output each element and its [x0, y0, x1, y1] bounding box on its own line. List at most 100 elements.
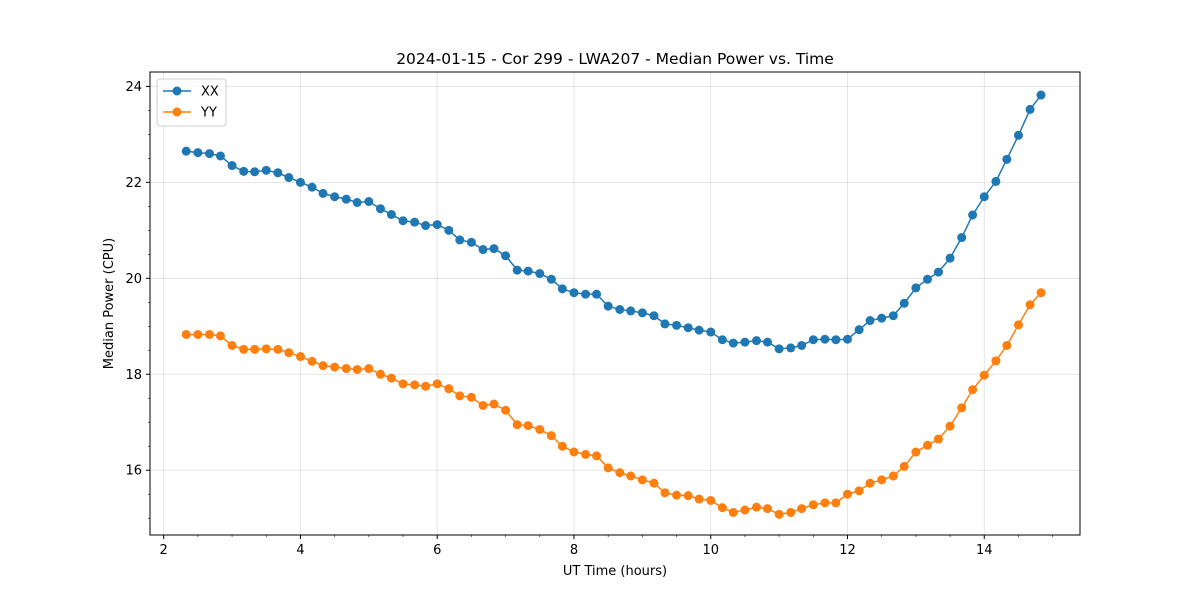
data-point-yy — [991, 356, 1001, 366]
data-point-yy — [1025, 300, 1035, 310]
data-point-xx — [831, 335, 841, 345]
data-point-yy — [421, 381, 431, 391]
data-point-yy — [945, 421, 955, 431]
legend-marker-xx — [172, 86, 182, 96]
data-point-xx — [466, 237, 476, 247]
data-point-yy — [592, 451, 602, 461]
legend-label-yy: YY — [200, 106, 217, 121]
data-point-yy — [968, 385, 978, 395]
x-tick-label: 6 — [433, 543, 441, 558]
data-point-xx — [364, 197, 374, 207]
data-point-xx — [215, 151, 225, 161]
data-point-yy — [535, 424, 545, 434]
data-point-xx — [501, 251, 511, 261]
data-point-xx — [615, 304, 625, 314]
data-point-xx — [717, 335, 727, 345]
data-point-xx — [626, 306, 636, 316]
data-point-yy — [375, 369, 385, 379]
data-point-xx — [740, 337, 750, 347]
data-point-xx — [786, 343, 796, 353]
data-point-xx — [820, 334, 830, 344]
data-point-xx — [649, 311, 659, 321]
data-point-xx — [752, 336, 762, 346]
data-point-xx — [774, 344, 784, 354]
data-point-xx — [352, 198, 362, 208]
data-point-xx — [923, 274, 933, 284]
data-point-yy — [752, 502, 762, 512]
data-point-yy — [603, 463, 613, 473]
data-point-yy — [364, 364, 374, 374]
data-point-yy — [318, 361, 328, 371]
data-point-xx — [991, 176, 1001, 186]
data-point-xx — [227, 161, 237, 171]
data-point-xx — [250, 167, 260, 177]
data-point-yy — [273, 344, 283, 354]
data-point-xx — [968, 210, 978, 220]
data-point-yy — [546, 431, 556, 441]
data-point-yy — [432, 379, 442, 389]
data-point-yy — [797, 504, 807, 514]
y-tick-label: 22 — [125, 176, 142, 191]
data-point-yy — [295, 352, 305, 362]
data-point-yy — [923, 440, 933, 450]
data-point-xx — [295, 177, 305, 187]
data-point-yy — [398, 379, 408, 389]
data-point-xx — [933, 267, 943, 277]
y-tick-label: 16 — [125, 464, 142, 479]
series-group — [181, 90, 1046, 519]
x-tick-label: 2 — [160, 543, 168, 558]
data-point-yy — [386, 373, 396, 383]
data-point-xx — [808, 335, 818, 345]
y-axis-label: Median Power (CPU) — [102, 238, 117, 369]
data-point-yy — [569, 447, 579, 457]
data-point-xx — [284, 173, 294, 183]
data-point-xx — [341, 194, 351, 204]
data-point-yy — [706, 495, 716, 505]
data-point-yy — [1013, 320, 1023, 330]
data-point-xx — [523, 266, 533, 276]
data-point-xx — [581, 289, 591, 299]
data-point-xx — [239, 166, 249, 176]
chart-title: 2024-01-15 - Cor 299 - LWA207 - Median P… — [396, 50, 834, 68]
data-point-xx — [854, 325, 864, 335]
x-tick-label: 12 — [839, 543, 856, 558]
data-point-yy — [581, 449, 591, 459]
data-point-xx — [512, 265, 522, 275]
data-point-xx — [979, 192, 989, 202]
data-point-xx — [375, 204, 385, 214]
data-point-xx — [660, 319, 670, 329]
data-point-yy — [808, 500, 818, 510]
data-point-xx — [762, 337, 772, 347]
data-point-yy — [683, 491, 693, 501]
data-point-yy — [501, 405, 511, 415]
data-point-yy — [660, 488, 670, 498]
data-point-yy — [193, 329, 203, 339]
data-point-xx — [865, 316, 875, 326]
data-point-yy — [478, 400, 488, 410]
data-point-xx — [569, 288, 579, 298]
series-line-xx — [186, 94, 1042, 350]
data-point-xx — [945, 253, 955, 263]
data-point-yy — [774, 509, 784, 519]
series-line-yy — [186, 292, 1042, 516]
y-tick-label: 24 — [125, 80, 142, 95]
data-point-yy — [888, 471, 898, 481]
data-point-yy — [466, 392, 476, 402]
legend: XX YY — [156, 78, 227, 127]
data-point-yy — [694, 494, 704, 504]
data-point-xx — [444, 225, 454, 235]
data-point-yy — [557, 441, 567, 451]
data-point-xx — [592, 289, 602, 299]
data-point-yy — [181, 329, 191, 339]
x-tick-label: 4 — [296, 543, 304, 558]
legend-marker-yy — [172, 107, 182, 117]
data-point-xx — [307, 182, 317, 192]
data-point-xx — [694, 325, 704, 335]
data-point-yy — [239, 344, 249, 354]
data-point-yy — [261, 344, 271, 354]
data-point-xx — [1002, 154, 1012, 164]
data-point-xx — [546, 274, 556, 284]
data-point-xx — [478, 245, 488, 255]
x-axis: 2 4 6 8 10 12 14 — [160, 535, 1053, 558]
data-point-xx — [843, 334, 852, 344]
